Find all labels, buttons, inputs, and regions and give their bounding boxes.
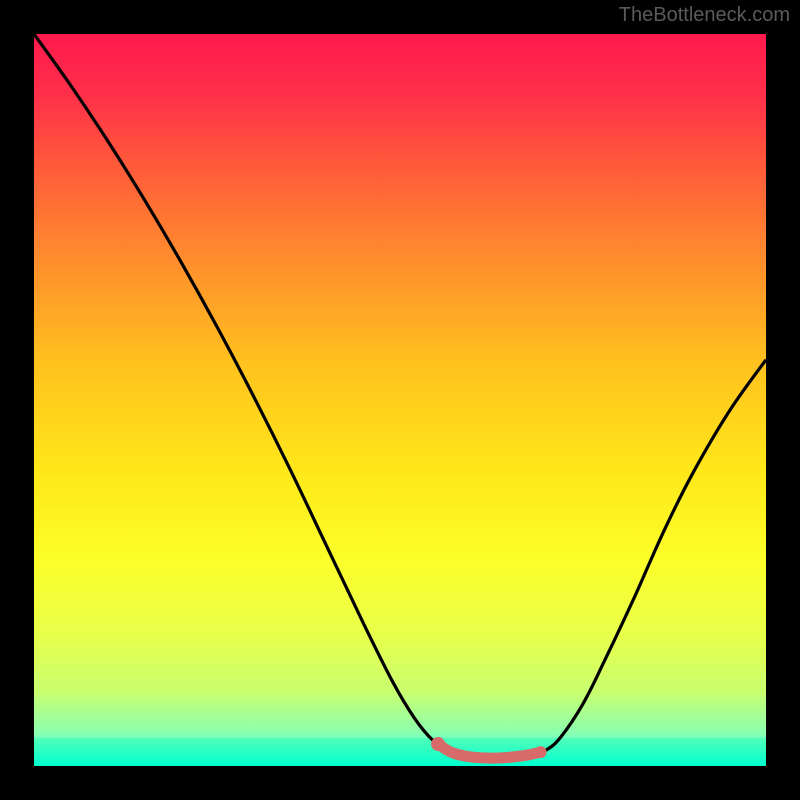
- marker-endpoint-right: [535, 746, 547, 758]
- optimal-range-marker: [438, 744, 540, 758]
- attribution-text: TheBottleneck.com: [619, 4, 790, 27]
- bottleneck-curve: [34, 34, 766, 766]
- chart-container: TheBottleneck.com: [0, 0, 800, 800]
- plot-area: [34, 34, 766, 766]
- marker-endpoint-left: [431, 737, 445, 751]
